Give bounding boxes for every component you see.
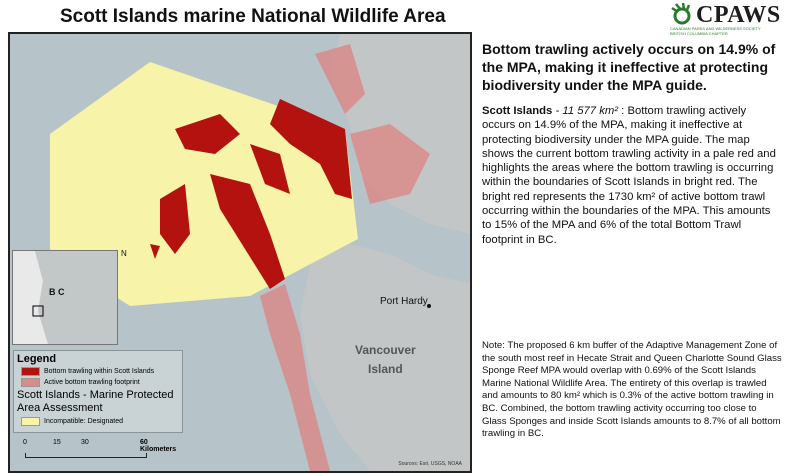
footprint-trawling bbox=[260, 44, 430, 471]
vancouver-label: Vancouver bbox=[355, 343, 416, 357]
inset-map: B C N bbox=[12, 249, 127, 345]
note: Note: The proposed 6 km buffer of the Ad… bbox=[482, 340, 782, 440]
description: Scott Islands - 11 577 km² : Bottom traw… bbox=[482, 105, 776, 246]
legend-group-title: Scott Islands - Marine Protected Area As… bbox=[17, 389, 174, 414]
logo-wordmark: CPAWS bbox=[696, 2, 781, 28]
legend-item-within: Bottom trawling within Scott Islands bbox=[21, 367, 179, 376]
logo-subtitle: CANADIAN PARKS AND WILDERNESS SOCIETY bbox=[670, 26, 761, 31]
legend-item-footprint: Active bottom trawling footprint bbox=[21, 378, 179, 387]
logo-chapter: BRITISH COLUMBIA CHAPTER bbox=[670, 31, 728, 36]
map[interactable]: Port Hardy Vancouver Island B C N Legend … bbox=[8, 32, 472, 473]
legend-item-designated: Incompatible: Designated bbox=[21, 417, 179, 426]
north-arrow: N bbox=[121, 249, 127, 258]
trawling-within bbox=[150, 99, 352, 289]
port-hardy-marker bbox=[427, 304, 431, 308]
hand-spiral-icon bbox=[671, 2, 691, 25]
cpaws-logo: CPAWS CANADIAN PARKS AND WILDERNESS SOCI… bbox=[668, 2, 788, 36]
map-canvas bbox=[50, 34, 470, 471]
vancouver-island bbox=[300, 244, 470, 471]
port-hardy-label: Port Hardy bbox=[380, 296, 428, 307]
scale-bar: 0 15 30 60 Kilometers bbox=[15, 439, 185, 465]
headline: Bottom trawling actively occurs on 14.9%… bbox=[482, 41, 776, 93]
legend: Legend Bottom trawling within Scott Isla… bbox=[13, 350, 183, 433]
inset-bc-label: B C bbox=[49, 287, 65, 297]
page-title: Scott Islands marine National Wildlife A… bbox=[60, 6, 446, 27]
map-sources: Sources: Esri, USGS, NOAA bbox=[398, 461, 462, 467]
legend-title: Legend bbox=[17, 353, 57, 365]
island-label: Island bbox=[368, 362, 403, 376]
